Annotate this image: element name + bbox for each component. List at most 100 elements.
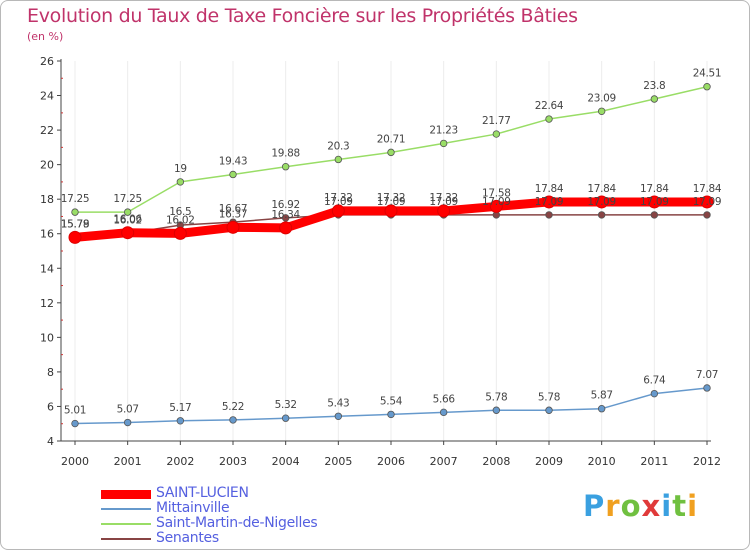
data-label: 19	[174, 163, 187, 175]
data-point	[281, 414, 290, 422]
data-point	[492, 406, 501, 414]
data-label: 20.3	[327, 140, 349, 152]
data-label: 17.84	[693, 183, 722, 195]
data-point	[545, 115, 553, 123]
data-label: 17.32	[429, 192, 458, 204]
data-label: 19.88	[271, 148, 300, 160]
data-label: 7.07	[696, 369, 718, 381]
proxiti-logo: Proxiti	[583, 489, 698, 523]
y-tick-label: 22	[40, 124, 54, 137]
logo-letter: P	[583, 489, 606, 523]
data-label: 17.25	[113, 193, 142, 205]
data-point	[545, 406, 553, 414]
data-point	[703, 83, 711, 91]
y-tick-label: 16	[40, 228, 54, 241]
data-point	[281, 214, 290, 222]
y-tick-label: 4	[47, 435, 54, 448]
logo-letter: o	[620, 489, 642, 523]
data-label: 19.43	[219, 155, 248, 167]
data-label: 17.58	[482, 187, 511, 199]
data-label: 5.07	[117, 404, 139, 416]
x-tick-label: 2011	[640, 455, 668, 468]
series-mittainville	[71, 384, 711, 428]
data-point	[331, 204, 345, 218]
data-label: 17.32	[377, 192, 406, 204]
x-tick-label: 2001	[114, 455, 142, 468]
y-tick-label: 18	[40, 193, 54, 206]
data-label: 21.23	[429, 124, 458, 136]
y-tick-label: 10	[40, 331, 54, 344]
data-label: 17.32	[324, 192, 353, 204]
data-label: 17.09	[587, 196, 616, 208]
data-point	[650, 95, 659, 103]
legend-label: Mittainville	[156, 500, 230, 516]
data-label: 16.02	[113, 214, 142, 226]
logo-letter: x	[641, 489, 662, 523]
data-label: 17.84	[535, 183, 564, 195]
data-point	[647, 195, 661, 209]
x-tick-label: 2006	[377, 455, 405, 468]
data-point	[703, 384, 711, 392]
y-tick-label: 12	[40, 297, 54, 310]
data-label: 24.51	[693, 68, 722, 80]
data-label: 17.09	[640, 196, 669, 208]
data-labels-saint-martin-de-nigelles: 17.25 17.25 19 19.43 19.88 20.3 20.71 21.23 21.7…	[61, 68, 722, 205]
data-label: 5.54	[380, 395, 403, 407]
data-point	[121, 226, 135, 240]
chart-title: Evolution du Taux de Taxe Foncière sur l…	[27, 5, 578, 27]
logo-letter: r	[605, 489, 621, 523]
data-point	[384, 204, 398, 218]
x-tick-label: 2002	[166, 455, 194, 468]
data-label: 5.78	[538, 391, 560, 403]
data-point	[597, 107, 606, 115]
grid	[74, 61, 708, 441]
data-label: 17.84	[587, 183, 616, 195]
data-label: 17.84	[640, 183, 669, 195]
y-axis-unit-label: (en %)	[27, 30, 64, 43]
data-point	[489, 199, 503, 213]
data-point	[173, 226, 187, 240]
data-label: 15.78	[61, 219, 90, 231]
y-tick-label: 8	[47, 366, 54, 379]
data-point	[71, 208, 79, 216]
data-label: 5.78	[485, 391, 507, 403]
data-point	[123, 208, 132, 216]
data-point	[229, 170, 237, 179]
legend-label: SAINT-LUCIEN	[156, 485, 249, 501]
x-tick-label: 2000	[61, 455, 89, 468]
data-label: 16.37	[219, 208, 248, 220]
data-point	[123, 418, 132, 427]
logo-letter: i	[687, 489, 699, 523]
data-point	[597, 405, 606, 413]
data-label: 16.02	[166, 214, 195, 226]
y-tick-label: 24	[40, 90, 54, 103]
data-point	[439, 408, 448, 417]
data-point	[437, 204, 451, 218]
data-label: 17.09	[693, 196, 722, 208]
data-label: 23.09	[587, 92, 616, 104]
data-point	[492, 130, 501, 138]
y-tick-label: 26	[40, 55, 54, 68]
data-label: 20.71	[377, 133, 406, 145]
data-label: 21.77	[482, 115, 511, 127]
data-point	[226, 220, 240, 234]
data-labels-mittainville: 5.01 5.07 5.17 5.22 5.32 5.43 5.54 5.66 5.78 5.78…	[64, 369, 718, 417]
data-point	[650, 211, 659, 219]
series-saint-martin-de-nigelles	[71, 83, 711, 216]
data-label: 23.8	[643, 80, 665, 92]
data-label: 5.87	[591, 390, 613, 402]
x-tick-label: 2003	[219, 455, 247, 468]
data-point	[545, 211, 553, 219]
data-label: 17.09	[535, 196, 564, 208]
data-label: 15.79	[61, 218, 90, 230]
data-point	[68, 230, 82, 244]
data-label: 16.34	[271, 209, 300, 221]
data-label: 5.22	[222, 401, 244, 413]
series-saint-lucien	[68, 195, 714, 244]
data-label: 5.66	[433, 393, 456, 405]
data-label: 17.09	[377, 196, 406, 208]
